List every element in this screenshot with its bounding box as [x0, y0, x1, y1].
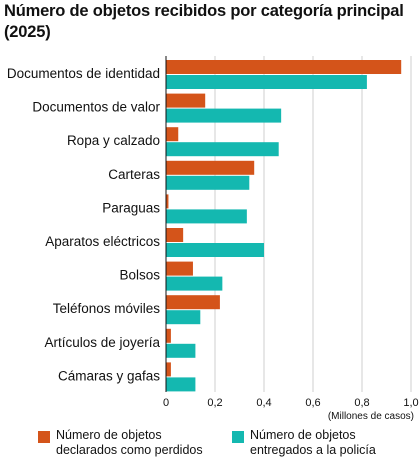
bar-entregados-8: [166, 343, 196, 358]
legend-item-perdidos: Número de objetos declarados como perdid…: [38, 428, 226, 458]
category-label-0: Documentos de identidad: [7, 66, 160, 81]
bar-perdidos-6: [166, 261, 193, 276]
chart-plot: Documentos de identidad Documentos de val…: [7, 56, 419, 422]
unit-label: (Millones de casos): [328, 411, 414, 422]
x-tick-label-4: 0,8: [354, 397, 369, 409]
category-label-3: Carteras: [108, 167, 160, 182]
bar-entregados-7: [166, 310, 201, 325]
bar-perdidos-7: [166, 295, 220, 310]
category-label-7: Teléfonos móviles: [53, 301, 161, 316]
bar-entregados-3: [166, 175, 250, 190]
category-label-9: Cámaras y gafas: [58, 368, 160, 383]
bar-perdidos-8: [166, 328, 171, 343]
bar-perdidos-2: [166, 127, 179, 142]
bar-entregados-5: [166, 243, 264, 257]
bar-perdidos-3: [166, 160, 255, 175]
x-tick-label-0: 0: [163, 397, 169, 409]
x-tick-label-5: 1,0: [403, 397, 418, 409]
legend-label-perdidos: Número de objetos declarados como perdid…: [56, 428, 203, 457]
legend-swatch-perdidos: [38, 431, 50, 443]
category-label-2: Ropa y calzado: [67, 133, 160, 148]
bar-entregados-9: [166, 377, 196, 392]
legend-swatch-entregados: [232, 431, 244, 443]
legend-item-entregados: Número de objetos entregados a la policí…: [232, 428, 420, 458]
x-tick-label-3: 0,6: [305, 397, 320, 409]
bar-entregados-2: [166, 142, 279, 157]
bar-entregados-0: [166, 75, 367, 89]
bar-perdidos-4: [166, 194, 169, 209]
chart-title: Número de objetos recibidos por categorí…: [4, 2, 404, 41]
bar-entregados-1: [166, 108, 282, 123]
x-tick-label-1: 0,2: [207, 397, 222, 409]
category-label-5: Aparatos eléctricos: [45, 234, 160, 249]
bar-perdidos-9: [166, 362, 171, 377]
bar-perdidos-1: [166, 93, 206, 108]
category-label-6: Bolsos: [119, 268, 160, 283]
legend-label-entregados: Número de objetos entregados a la policí…: [250, 428, 376, 457]
category-label-8: Artículos de joyería: [44, 335, 160, 350]
x-tick-label-2: 0,4: [256, 397, 271, 409]
bar-perdidos-5: [166, 228, 184, 242]
chart-legend: Número de objetos declarados como perdid…: [0, 428, 420, 464]
bar-entregados-6: [166, 276, 223, 291]
bar-entregados-4: [166, 209, 247, 224]
bar-perdidos-0: [166, 60, 402, 74]
category-label-4: Paraguas: [102, 200, 160, 215]
category-label-1: Documentos de valor: [32, 100, 160, 115]
